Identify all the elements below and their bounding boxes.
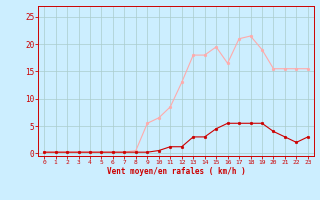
X-axis label: Vent moyen/en rafales ( km/h ): Vent moyen/en rafales ( km/h ) — [107, 167, 245, 176]
